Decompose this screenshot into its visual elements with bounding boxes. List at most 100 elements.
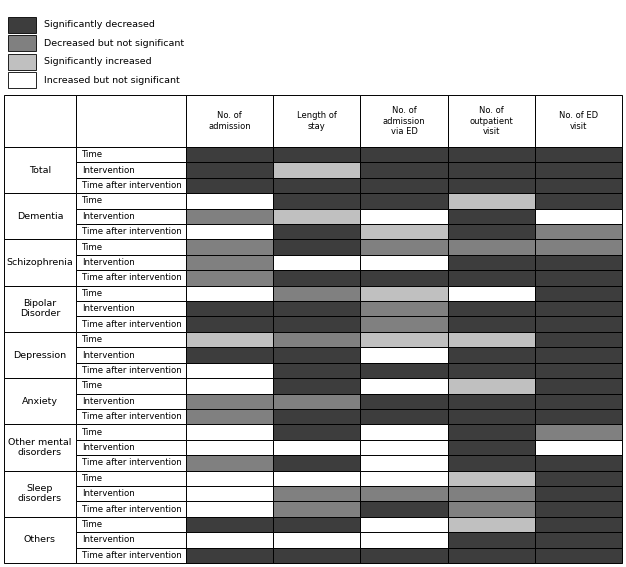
Text: No. of
outpatient
visit: No. of outpatient visit [470,106,513,136]
Bar [535,348,622,363]
Text: Others: Others [24,535,56,544]
Bar [76,517,186,532]
Bar [448,348,535,363]
Bar [361,147,448,162]
Bar [448,548,535,563]
Bar [4,424,76,471]
Bar [535,239,622,255]
Bar [186,209,273,224]
Bar [535,424,622,440]
Bar [361,193,448,209]
Bar [4,517,76,563]
Bar [273,162,361,178]
Bar [76,532,186,548]
Text: Intervention: Intervention [82,212,135,221]
Bar [273,209,361,224]
Text: Significantly increased: Significantly increased [44,57,151,66]
Text: Schizophrenia: Schizophrenia [7,258,73,267]
Bar [76,548,186,563]
Text: Decreased but not significant: Decreased but not significant [44,39,184,48]
Bar [186,486,273,501]
Bar [361,224,448,239]
Bar [76,239,186,255]
Text: Time after intervention: Time after intervention [82,273,182,282]
Bar [186,532,273,548]
Bar [535,316,622,332]
Bar [361,332,448,348]
Text: Time after intervention: Time after intervention [82,181,182,190]
Bar [535,95,622,147]
Bar [186,162,273,178]
Bar [448,316,535,332]
Bar [361,532,448,548]
Bar [535,409,622,424]
Bar [448,239,535,255]
Bar [361,409,448,424]
Bar [361,178,448,193]
Text: Other mental
disorders: Other mental disorders [8,438,72,457]
Bar [273,301,361,316]
Text: Time: Time [82,150,103,159]
Text: Intervention: Intervention [82,535,135,544]
Bar [76,316,186,332]
Bar [4,286,76,332]
Bar [186,455,273,471]
Bar [535,363,622,378]
Bar [186,301,273,316]
Bar [535,378,622,393]
Bar [361,95,448,147]
Bar [535,193,622,209]
Text: Significantly decreased: Significantly decreased [44,20,155,29]
Text: Time after intervention: Time after intervention [82,366,182,375]
Bar [535,440,622,455]
Bar [76,424,186,440]
Bar [273,178,361,193]
Bar [76,409,186,424]
Bar [273,486,361,501]
Bar [273,286,361,301]
Bar [361,393,448,409]
Bar [273,440,361,455]
Bar [448,393,535,409]
Bar [186,393,273,409]
Bar [535,455,622,471]
Text: Depression: Depression [13,350,66,359]
Bar [186,178,273,193]
Text: Time: Time [82,335,103,344]
Bar [448,286,535,301]
Text: Time after intervention: Time after intervention [82,412,182,421]
Bar [273,332,361,348]
Bar [4,332,76,378]
Bar [535,486,622,501]
Bar [76,393,186,409]
Bar [186,363,273,378]
Bar [8,17,36,32]
Bar [361,316,448,332]
Text: Dementia: Dementia [17,212,63,221]
Bar [76,178,186,193]
Bar [535,224,622,239]
Bar [448,255,535,270]
Bar [361,270,448,286]
Bar [535,255,622,270]
Bar [448,424,535,440]
Bar [186,193,273,209]
Bar [4,147,76,193]
Bar [535,301,622,316]
Text: Total: Total [29,166,51,175]
Bar [273,409,361,424]
Bar [361,286,448,301]
Bar [4,193,76,239]
Bar [273,517,361,532]
Bar [361,301,448,316]
Bar [273,378,361,393]
Text: Time: Time [82,474,103,483]
Text: Time after intervention: Time after intervention [82,505,182,514]
Bar [535,471,622,486]
Bar [8,73,36,88]
Bar [76,224,186,239]
Bar [448,147,535,162]
Bar [361,440,448,455]
Bar [448,409,535,424]
Bar [76,209,186,224]
